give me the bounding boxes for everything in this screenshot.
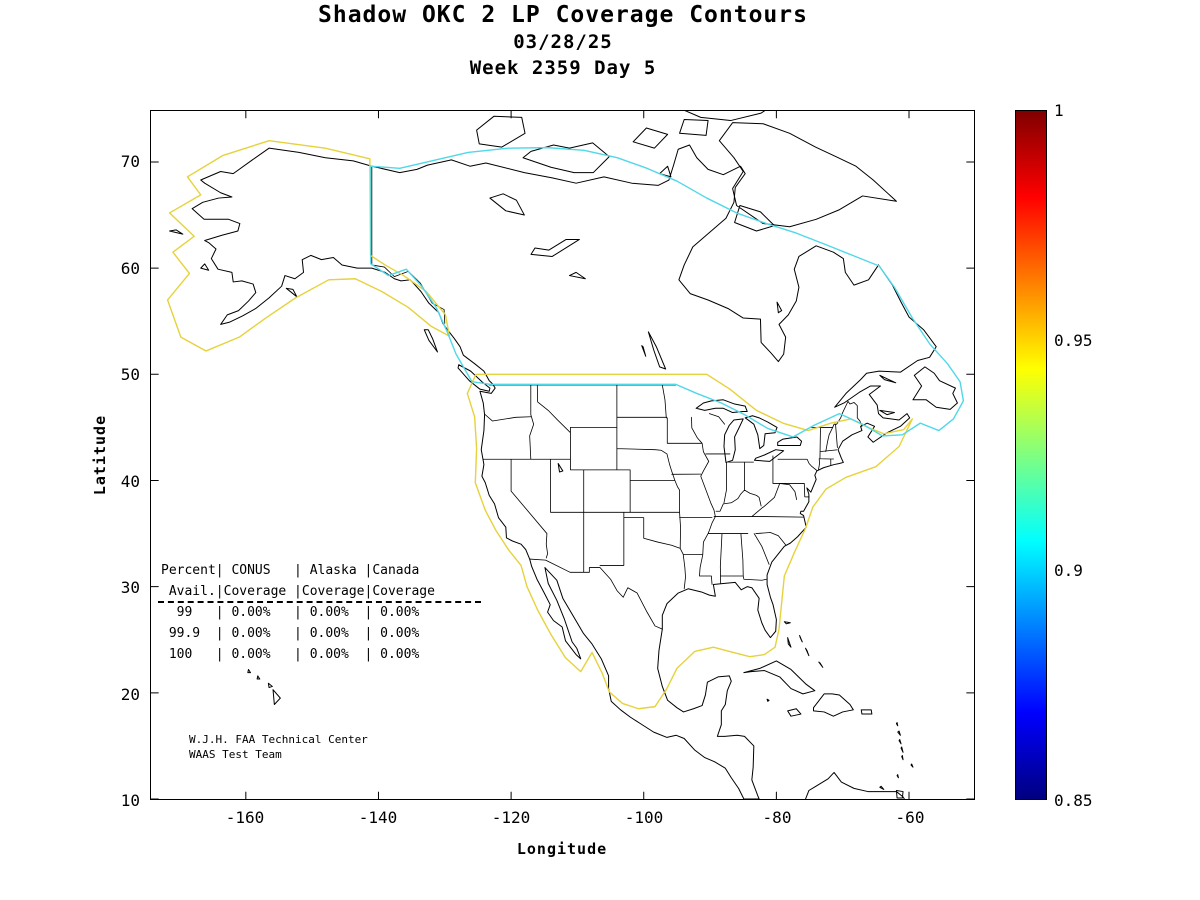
x-tick-label: -60	[895, 808, 925, 827]
coastline-path	[192, 145, 936, 799]
attribution-org: W.J.H. FAA Technical Center	[189, 733, 368, 746]
y-tick-label: 20	[120, 685, 140, 704]
coverage-table-subheader-row: Avail.|Coverage |Coverage|Coverage	[161, 584, 435, 599]
coverage-table-row-99: 99 | 0.00% | 0.00% | 0.00%	[161, 605, 420, 620]
colorbar-tick-label: 0.95	[1054, 331, 1093, 350]
coverage-table-row-99-9: 99.9 | 0.00% | 0.00% | 0.00%	[161, 626, 420, 641]
map-plot-area: Percent| CONUS | Alaska |Canada Avail.|C…	[150, 110, 975, 800]
figure-date: 03/28/25	[513, 31, 613, 53]
attribution-block: W.J.H. FAA Technical Center WAAS Test Te…	[189, 732, 368, 762]
y-tick-label: 30	[120, 578, 140, 597]
y-tick-label: 10	[120, 791, 140, 810]
y-tick-label: 40	[120, 472, 140, 491]
colorbar-tick-label: 0.85	[1054, 791, 1093, 810]
islands-path	[170, 111, 958, 799]
y-axis-label: Latitude	[91, 414, 109, 496]
x-tick-label: -140	[358, 808, 398, 827]
map-canvas	[151, 111, 974, 799]
figure-week-day: Week 2359 Day 5	[469, 57, 657, 79]
x-tick-label: -100	[624, 808, 664, 827]
coverage-table-row-100: 100 | 0.00% | 0.00% | 0.00%	[161, 647, 420, 662]
x-tick-label: -120	[491, 808, 531, 827]
contour-090-path	[371, 148, 964, 437]
y-tick-label: 60	[120, 259, 140, 278]
y-tick-label: 70	[120, 152, 140, 171]
coverage-table: Percent| CONUS | Alaska |Canada Avail.|C…	[161, 560, 435, 665]
state-borders-path	[372, 166, 862, 629]
x-axis-label: Longitude	[516, 840, 608, 858]
lakes-path	[490, 194, 802, 472]
figure-title-block: Shadow OKC 2 LP Coverage Contours 03/28/…	[150, 2, 976, 81]
colorbar-tick-label: 1	[1054, 101, 1064, 120]
figure-title: Shadow OKC 2 LP Coverage Contours	[318, 2, 808, 28]
attribution-team: WAAS Test Team	[189, 748, 282, 761]
colorbar	[1015, 110, 1047, 800]
coverage-table-divider	[158, 601, 481, 603]
x-tick-label: -160	[225, 808, 265, 827]
x-tick-label: -80	[762, 808, 792, 827]
colorbar-tick-label: 0.9	[1054, 561, 1083, 580]
y-tick-label: 50	[120, 365, 140, 384]
axis-ticks-path	[151, 111, 974, 799]
coverage-table-header-row: Percent| CONUS | Alaska |Canada	[161, 563, 420, 578]
